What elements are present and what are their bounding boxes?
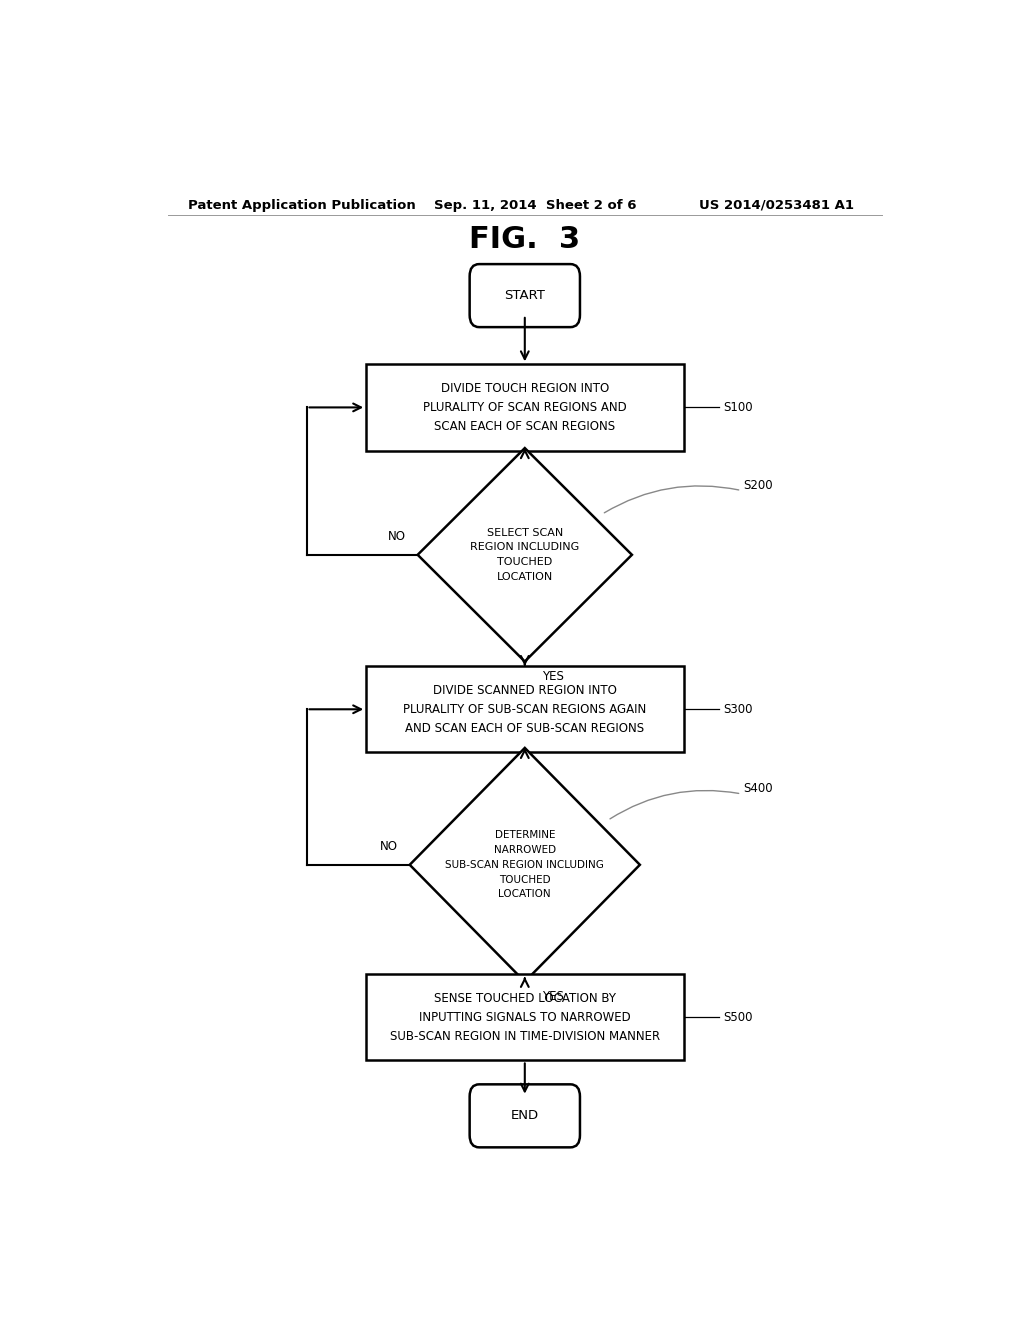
Text: FIG.  3: FIG. 3 bbox=[469, 226, 581, 255]
Text: DIVIDE SCANNED REGION INTO
PLURALITY OF SUB-SCAN REGIONS AGAIN
AND SCAN EACH OF : DIVIDE SCANNED REGION INTO PLURALITY OF … bbox=[403, 684, 646, 735]
Text: DIVIDE TOUCH REGION INTO
PLURALITY OF SCAN REGIONS AND
SCAN EACH OF SCAN REGIONS: DIVIDE TOUCH REGION INTO PLURALITY OF SC… bbox=[423, 381, 627, 433]
Text: START: START bbox=[505, 289, 545, 302]
Text: Sep. 11, 2014  Sheet 2 of 6: Sep. 11, 2014 Sheet 2 of 6 bbox=[433, 198, 636, 211]
Polygon shape bbox=[410, 748, 640, 982]
Text: YES: YES bbox=[543, 990, 564, 1003]
Text: Patent Application Publication: Patent Application Publication bbox=[187, 198, 416, 211]
Bar bbox=[367, 974, 684, 1060]
Text: S200: S200 bbox=[743, 479, 773, 492]
Text: SENSE TOUCHED LOCATION BY
INPUTTING SIGNALS TO NARROWED
SUB-SCAN REGION IN TIME-: SENSE TOUCHED LOCATION BY INPUTTING SIGN… bbox=[390, 991, 659, 1043]
Text: SELECT SCAN
REGION INCLUDING
TOUCHED
LOCATION: SELECT SCAN REGION INCLUDING TOUCHED LOC… bbox=[470, 528, 580, 582]
Text: US 2014/0253481 A1: US 2014/0253481 A1 bbox=[699, 198, 854, 211]
Bar bbox=[367, 364, 684, 450]
Text: S500: S500 bbox=[723, 1011, 753, 1024]
Polygon shape bbox=[418, 447, 632, 661]
Text: S400: S400 bbox=[743, 783, 773, 796]
Text: S100: S100 bbox=[723, 401, 753, 414]
Bar bbox=[367, 667, 684, 752]
FancyBboxPatch shape bbox=[470, 264, 580, 327]
Text: NO: NO bbox=[388, 529, 406, 543]
Text: YES: YES bbox=[543, 669, 564, 682]
Text: END: END bbox=[511, 1109, 539, 1122]
Text: DETERMINE
NARROWED
SUB-SCAN REGION INCLUDING
TOUCHED
LOCATION: DETERMINE NARROWED SUB-SCAN REGION INCLU… bbox=[445, 830, 604, 899]
Text: S300: S300 bbox=[723, 702, 753, 715]
FancyBboxPatch shape bbox=[470, 1084, 580, 1147]
Text: NO: NO bbox=[380, 840, 397, 853]
